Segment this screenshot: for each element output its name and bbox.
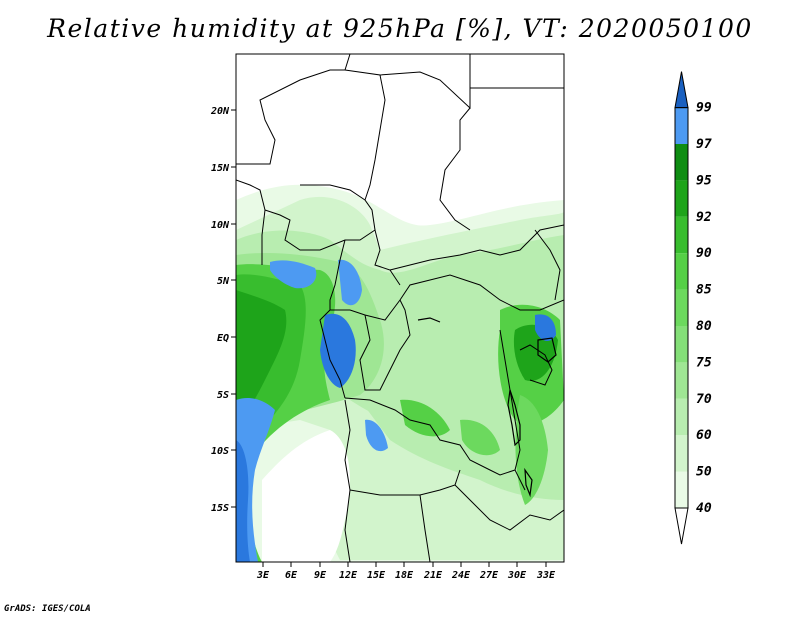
colorbar-segment	[675, 435, 688, 472]
lat-label: 5S	[217, 390, 229, 401]
lat-label: 10S	[211, 446, 229, 457]
grads-credit: GrADS: IGES/COLA	[4, 604, 91, 614]
colorbar-segment	[675, 326, 688, 363]
lon-label: 3E	[256, 570, 270, 581]
lat-label: 20N	[210, 106, 230, 117]
lon-label: 6E	[285, 570, 298, 581]
longitude-labels: 3E 6E 9E 12E 15E 18E 21E 24E 27E 30E 33E	[256, 570, 556, 581]
map-title: Relative humidity at 925hPa [%], VT: 202…	[47, 14, 753, 43]
lon-label: 27E	[479, 570, 499, 581]
lon-label: 24E	[451, 570, 471, 581]
colorbar: 40 50 60 70 75 80 85 90 92 95 97 99	[674, 71, 712, 545]
colorbar-label: 80	[696, 319, 712, 334]
colorbar-label: 92	[696, 210, 712, 225]
lat-label: EQ	[217, 333, 229, 344]
colorbar-label: 60	[696, 428, 712, 443]
colorbar-label: 75	[696, 355, 712, 370]
colorbar-max-triangle	[674, 71, 689, 109]
colorbar-segment	[675, 289, 688, 326]
country-borders	[236, 54, 564, 562]
colorbar-label: 99	[696, 101, 712, 116]
map-frame	[235, 53, 565, 563]
latitude-labels: 20N 15N 10N 5N EQ 5S 10S 15S	[210, 106, 230, 514]
lat-label: 15N	[211, 163, 230, 174]
colorbar-label: 95	[696, 173, 712, 188]
lon-label: 33E	[536, 570, 556, 581]
colorbar-label: 90	[696, 246, 712, 261]
colorbar-segment	[675, 253, 688, 290]
longitude-ticks	[262, 562, 547, 567]
colorbar-label: 50	[696, 465, 712, 480]
lon-label: 18E	[395, 570, 414, 581]
colorbar-label: 40	[696, 501, 712, 516]
colorbar-label: 70	[696, 392, 712, 407]
colorbar-segment	[675, 471, 688, 508]
lon-label: 15E	[367, 570, 386, 581]
colorbar-outline	[674, 107, 689, 509]
colorbar-segment	[675, 216, 688, 254]
colorbar-segment	[675, 144, 688, 181]
colorbar-segment	[675, 180, 688, 217]
humidity-field	[236, 54, 564, 562]
colorbar-label: 97	[696, 137, 712, 152]
lat-label: 5N	[217, 276, 230, 287]
lon-label: 21E	[423, 570, 443, 581]
lake-outlines	[417, 317, 557, 498]
lon-label: 30E	[507, 570, 527, 581]
lat-label: 10N	[211, 220, 230, 231]
colorbar-min-triangle	[674, 507, 689, 545]
lon-label: 9E	[314, 570, 327, 581]
colorbar-segment	[675, 107, 688, 144]
lat-label: 15S	[211, 503, 229, 514]
latitude-ticks	[231, 109, 236, 508]
lon-label: 12E	[339, 570, 358, 581]
colorbar-label: 85	[696, 283, 712, 298]
colorbar-segment	[675, 398, 688, 436]
colorbar-segment	[675, 362, 688, 399]
